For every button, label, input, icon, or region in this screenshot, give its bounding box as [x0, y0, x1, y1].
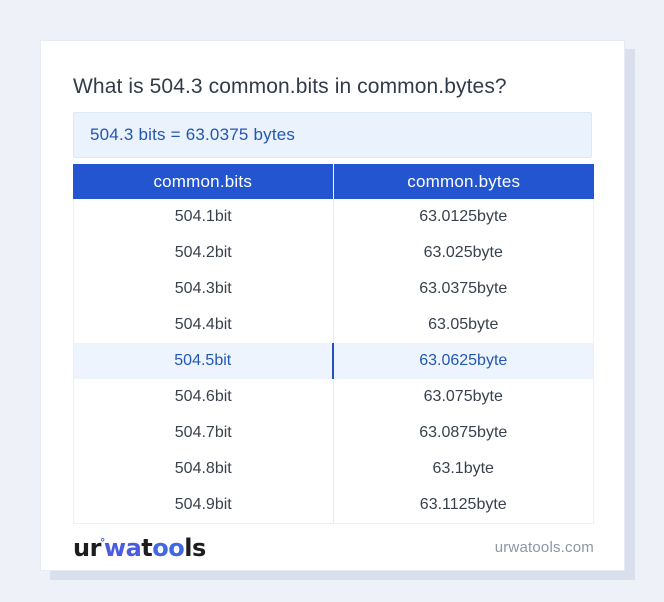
- bytes-value[interactable]: 63.05byte: [428, 316, 499, 333]
- bits-value[interactable]: 504.8bit: [74, 451, 334, 487]
- bytes-value[interactable]: 63.025byte: [423, 244, 503, 261]
- card-footer: ur°watools urwatools.com: [73, 524, 594, 571]
- conversion-card: What is 504.3 common.bits in common.byte…: [40, 40, 625, 571]
- bits-value[interactable]: 504.4bit: [74, 307, 334, 343]
- bytes-value[interactable]: 63.0375byte: [419, 280, 508, 297]
- table-row[interactable]: 504.8bit 63.1byte: [74, 451, 593, 487]
- bits-value[interactable]: 504.9bit: [74, 487, 334, 523]
- table-row[interactable]: 504.1bit 63.0125byte: [74, 199, 593, 235]
- degree-icon: °: [99, 535, 106, 549]
- table-row[interactable]: 504.2bit 63.025byte: [74, 235, 593, 271]
- table-row[interactable]: 504.7bit 63.0875byte: [74, 415, 593, 451]
- logo-glasses-oo: oo: [152, 533, 185, 562]
- table-row[interactable]: 504.6bit 63.075byte: [74, 379, 593, 415]
- conversion-result-box: 504.3 bits = 63.0375 bytes: [73, 112, 592, 158]
- bytes-value[interactable]: 63.0875byte: [419, 424, 508, 441]
- table-row[interactable]: 504.3bit 63.0375byte: [74, 271, 593, 307]
- logo-text-dark: ls: [184, 533, 206, 562]
- page-title: What is 504.3 common.bits in common.byte…: [73, 75, 507, 98]
- urwatools-logo[interactable]: ur°watools: [73, 536, 206, 560]
- conversion-table: common.bits common.bytes 504.1bit 63.012…: [73, 164, 594, 524]
- bits-value[interactable]: 504.7bit: [74, 415, 334, 451]
- bits-value[interactable]: 504.5bit: [74, 343, 334, 379]
- table-row[interactable]: 504.4bit 63.05byte: [74, 307, 593, 343]
- bytes-value[interactable]: 63.0125byte: [419, 208, 508, 225]
- conversion-result-text: 504.3 bits = 63.0375 bytes: [90, 125, 296, 144]
- table-row[interactable]: 504.9bit 63.1125byte: [74, 487, 593, 523]
- logo-text-dark: t: [141, 533, 153, 562]
- column-header-bits: common.bits: [73, 164, 334, 199]
- table-header-row: common.bits common.bytes: [73, 164, 594, 199]
- logo-text-dark: ur: [73, 533, 101, 562]
- bits-value[interactable]: 504.2bit: [74, 235, 334, 271]
- bits-value[interactable]: 504.6bit: [74, 379, 334, 415]
- bits-value[interactable]: 504.3bit: [74, 271, 334, 307]
- site-domain-link[interactable]: urwatools.com: [494, 539, 594, 556]
- bytes-value[interactable]: 63.1125byte: [419, 496, 507, 513]
- column-header-bytes: common.bytes: [407, 171, 521, 191]
- table-row-highlighted[interactable]: 504.5bit 63.0625byte: [74, 343, 593, 379]
- bytes-value[interactable]: 63.1byte: [432, 460, 494, 477]
- bytes-value[interactable]: 63.075byte: [423, 388, 503, 405]
- logo-text-blue: wa: [103, 533, 142, 562]
- bits-value[interactable]: 504.1bit: [74, 199, 334, 235]
- bytes-value[interactable]: 63.0625byte: [419, 352, 508, 369]
